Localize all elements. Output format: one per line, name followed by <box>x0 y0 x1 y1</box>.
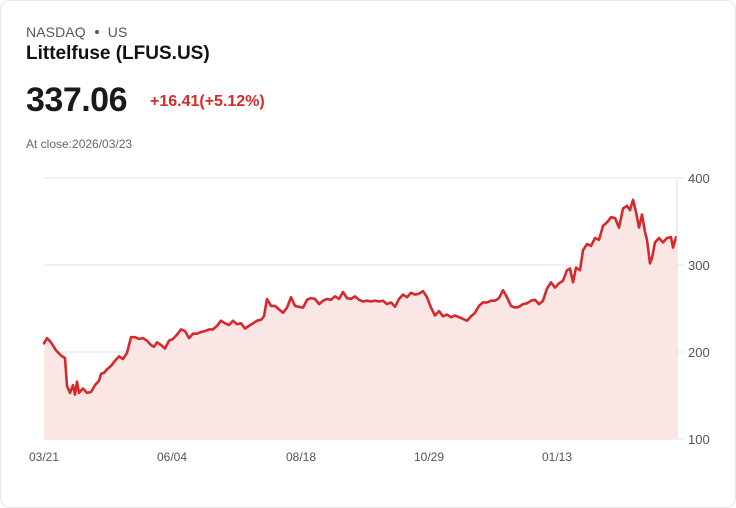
y-tick-label: 200 <box>688 345 710 360</box>
x-tick-label: 01/13 <box>542 450 572 464</box>
stock-price: 337.06 <box>26 81 128 119</box>
y-tick-label: 400 <box>688 171 710 186</box>
at-close-timestamp: At close:2026/03/23 <box>26 137 133 151</box>
x-axis-labels: 03/21 06/04 08/18 10/29 01/13 <box>29 450 572 464</box>
exchange-label: NASDAQ <box>26 24 86 40</box>
price-change: +16.41(+5.12%) <box>150 93 265 110</box>
x-tick-label: 03/21 <box>29 450 59 464</box>
separator-dot-icon <box>94 30 99 35</box>
x-tick-label: 10/29 <box>414 450 444 464</box>
y-tick-label: 300 <box>688 258 710 273</box>
x-tick-label: 06/04 <box>157 450 187 464</box>
stock-name: Littelfuse (LFUS.US) <box>26 43 210 64</box>
price-chart[interactable]: 400 300 200 100 03/21 06/04 08/18 10/29 01/13 <box>1 161 736 481</box>
price-line <box>42 198 678 396</box>
exchange-line: NASDAQ US <box>26 24 127 40</box>
y-tick-label: 100 <box>688 432 710 447</box>
x-tick-label: 08/18 <box>286 450 316 464</box>
y-axis-labels: 400 300 200 100 <box>688 171 710 447</box>
price-area-fill <box>44 199 677 439</box>
country-label: US <box>107 24 128 40</box>
